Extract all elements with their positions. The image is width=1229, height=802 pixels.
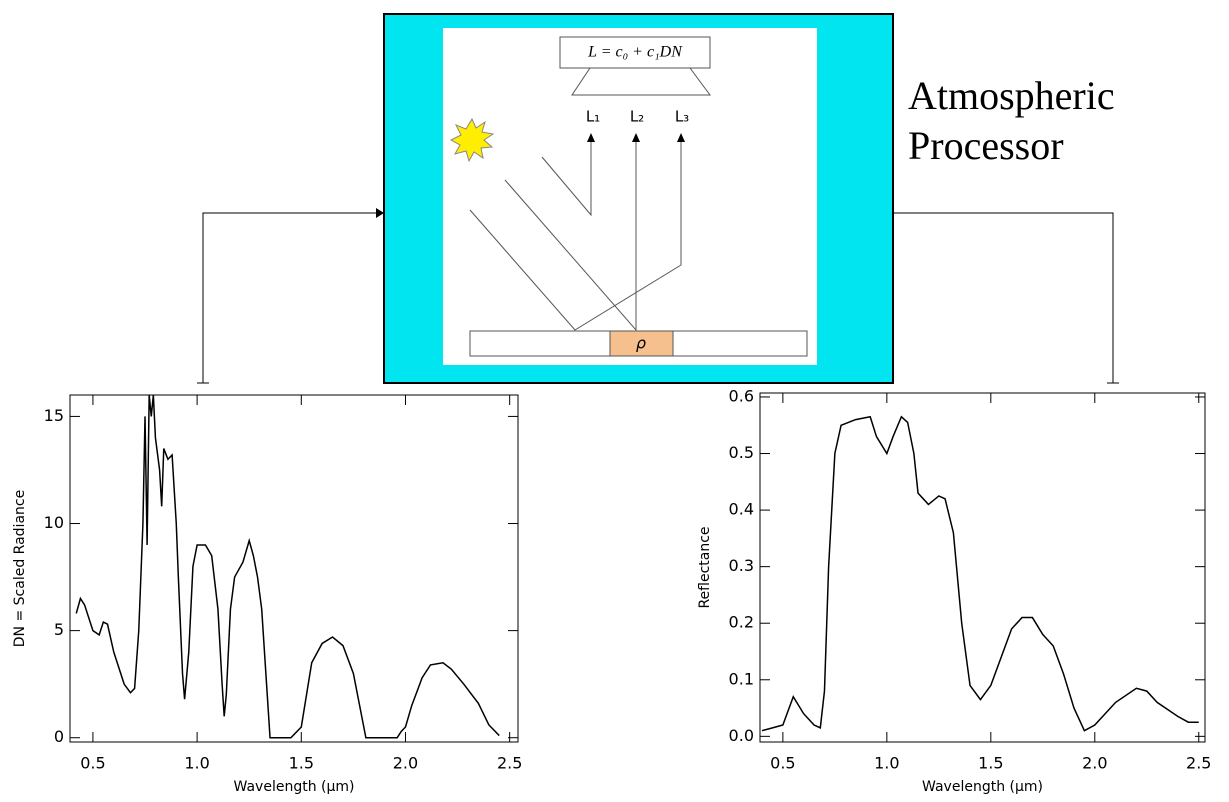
data-line bbox=[75, 394, 500, 739]
x-tick-label: 1.5 bbox=[289, 754, 314, 773]
x-axis-label: Wavelength (μm) bbox=[922, 779, 1043, 795]
surface-label: ρ bbox=[636, 334, 646, 353]
y-tick-label: 0.5 bbox=[729, 443, 754, 462]
x-tick-label: 1.0 bbox=[874, 754, 899, 773]
x-tick-label: 0.5 bbox=[80, 754, 105, 773]
x-tick-label: 1.0 bbox=[184, 754, 209, 773]
connector bbox=[893, 212, 1114, 383]
y-tick-label: 0.0 bbox=[729, 726, 754, 745]
x-tick-label: 2.5 bbox=[1186, 754, 1211, 773]
y-tick-label: 0.6 bbox=[729, 386, 754, 405]
radiance-label: L₃ bbox=[675, 108, 689, 126]
y-tick-label: 0.3 bbox=[729, 556, 754, 575]
plot-frame bbox=[759, 392, 1206, 743]
x-tick-label: 2.0 bbox=[1082, 754, 1107, 773]
rays bbox=[469, 140, 682, 332]
sensor bbox=[571, 67, 711, 96]
processor-panel bbox=[443, 28, 817, 365]
x-tick-label: 1.5 bbox=[978, 754, 1003, 773]
title: Processor bbox=[908, 123, 1064, 168]
plot-frame bbox=[69, 394, 519, 743]
y-tick-label: 0.1 bbox=[729, 669, 754, 688]
y-tick-label: 0 bbox=[54, 727, 64, 746]
x-tick-label: 2.5 bbox=[497, 754, 522, 773]
y-tick-label: 15 bbox=[44, 406, 64, 425]
target-pixel bbox=[609, 330, 674, 357]
arrowhead bbox=[376, 208, 384, 218]
ray bbox=[469, 140, 682, 331]
radiance-label: L₂ bbox=[630, 108, 644, 126]
y-tick-label: 0.2 bbox=[729, 613, 754, 632]
arrowhead bbox=[677, 133, 685, 142]
y-tick-label: 10 bbox=[44, 513, 64, 532]
arrowhead bbox=[632, 133, 640, 142]
equation: L = c₀ + c₁DN bbox=[587, 44, 683, 61]
sun bbox=[449, 117, 495, 163]
arrowheads bbox=[587, 133, 685, 142]
y-tick-label: 5 bbox=[54, 620, 64, 639]
x-tick-label: 2.0 bbox=[393, 754, 418, 773]
x-axis-label: Wavelength (μm) bbox=[234, 779, 355, 795]
y-axis-label: DN = Scaled Radiance bbox=[12, 490, 28, 647]
x-tick-label: 0.5 bbox=[770, 754, 795, 773]
equation-box bbox=[559, 36, 711, 69]
ray bbox=[541, 140, 592, 217]
arrowhead bbox=[587, 133, 595, 142]
radiance-label: L₁ bbox=[586, 108, 600, 126]
title: Atmospheric bbox=[908, 73, 1115, 118]
ray bbox=[504, 140, 637, 332]
y-tick-label: 0.4 bbox=[729, 500, 754, 519]
y-axis-label: Reflectance bbox=[697, 526, 713, 608]
data-line bbox=[761, 415, 1199, 732]
connector bbox=[202, 212, 376, 383]
